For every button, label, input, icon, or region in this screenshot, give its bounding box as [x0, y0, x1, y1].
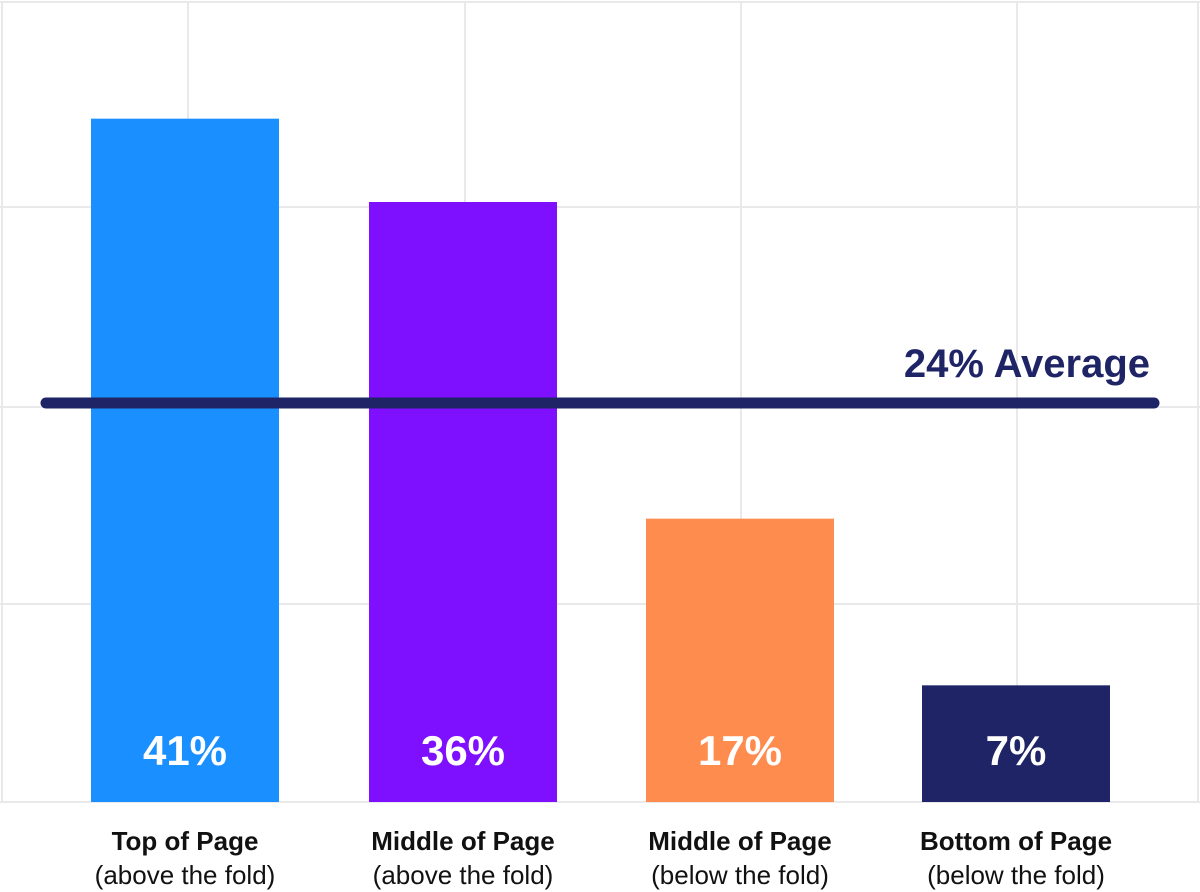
bar-value-label: 17% — [698, 727, 782, 774]
category-label-title: Middle of Page — [648, 826, 831, 856]
average-label: 24% Average — [904, 342, 1150, 386]
bar — [91, 118, 279, 802]
category-label-subtitle: (below the fold) — [927, 860, 1105, 890]
category-label-subtitle: (above the fold) — [373, 860, 554, 890]
category-label-title: Top of Page — [112, 826, 259, 856]
bar-value-label: 36% — [421, 727, 505, 774]
category-label-title: Middle of Page — [371, 826, 554, 856]
average-line-group: 24% Average — [40, 342, 1160, 409]
bar — [646, 518, 834, 802]
bars: 41% 36% 17% 7% — [91, 118, 1110, 802]
bar-value-label: 41% — [143, 727, 227, 774]
bar — [922, 685, 1110, 802]
category-label-subtitle: (below the fold) — [651, 860, 829, 890]
category-label-subtitle: (above the fold) — [95, 860, 276, 890]
category-label-title: Bottom of Page — [920, 826, 1112, 856]
category-labels: Top of Page (above the fold) Middle of Pag… — [95, 826, 1112, 890]
bar-value-label: 7% — [986, 727, 1047, 774]
bar — [369, 202, 557, 802]
